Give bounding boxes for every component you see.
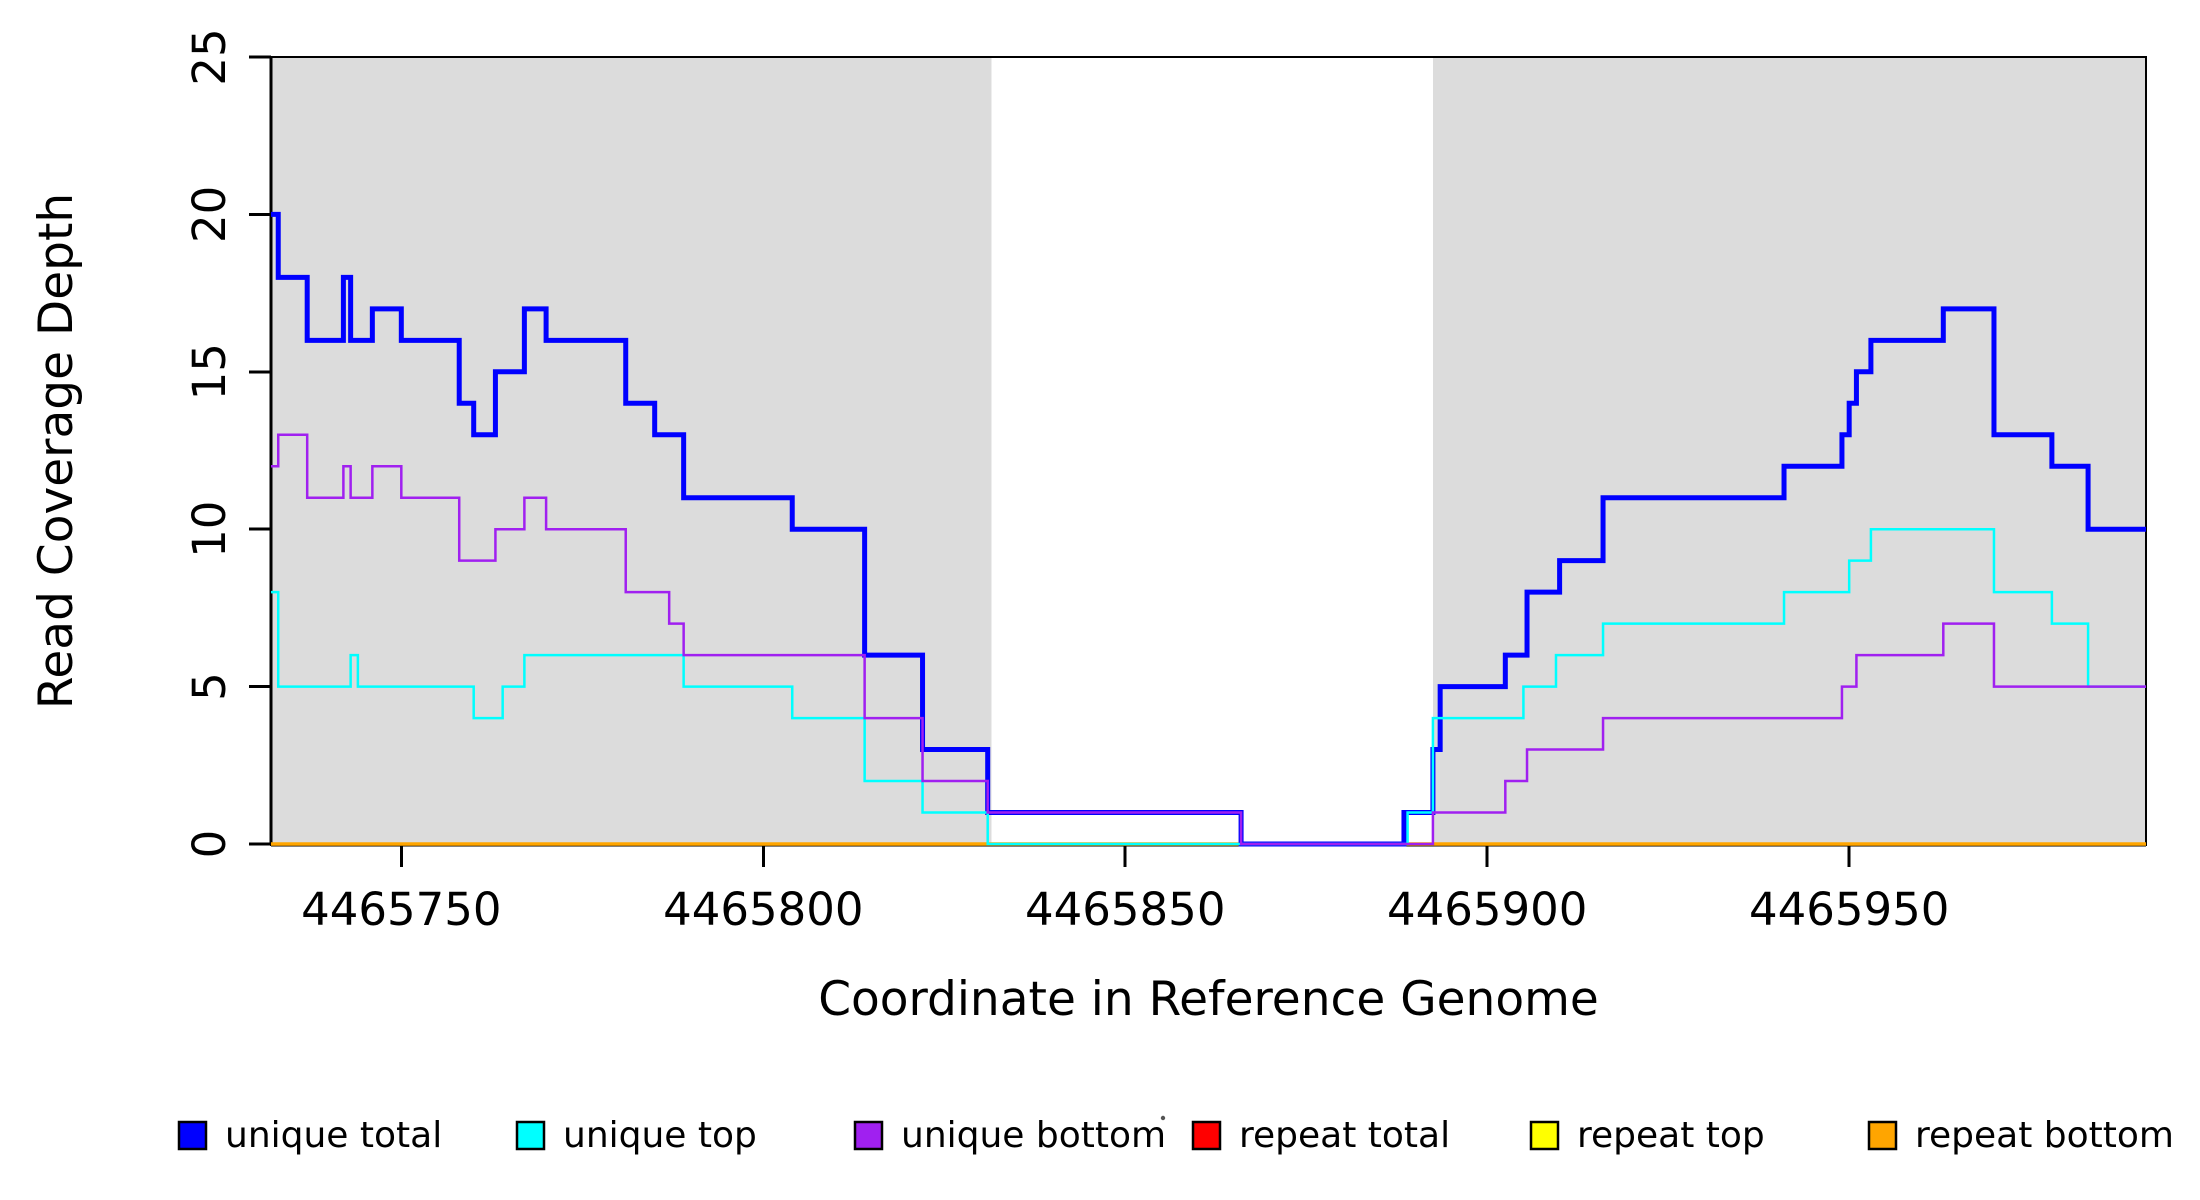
y-axis-title: Read Coverage Depth bbox=[29, 193, 84, 709]
legend-swatch-repeat-total bbox=[1191, 1120, 1222, 1151]
y-tick-label: 10 bbox=[183, 501, 236, 558]
legend-label-repeat-bottom: repeat bottom bbox=[1915, 1115, 2174, 1156]
legend-item-repeat-total: repeat total bbox=[1191, 1115, 1450, 1156]
legend-swatch-unique-total bbox=[177, 1120, 208, 1151]
legend-item-repeat-bottom: repeat bottom bbox=[1867, 1115, 2174, 1156]
x-tick-label: 4465900 bbox=[1387, 883, 1587, 936]
legend-label-unique-bottom: unique bottom bbox=[901, 1115, 1166, 1156]
legend-swatch-repeat-top bbox=[1529, 1120, 1560, 1151]
axes: 4465750 4465800 4465850 4465900 4465950 0 5 10 1… bbox=[29, 28, 2147, 1027]
x-tick-label: 4465850 bbox=[1025, 883, 1225, 936]
legend-swatch-unique-top bbox=[515, 1120, 546, 1151]
x-tick-label: 4465800 bbox=[663, 883, 863, 936]
series-unique-bottom bbox=[271, 433, 2146, 846]
y-tick-label: 5 bbox=[183, 672, 236, 701]
legend-label-unique-top: unique top bbox=[563, 1115, 757, 1156]
legend: unique total unique top unique bottom repea… bbox=[177, 1115, 2174, 1156]
legend-label-repeat-top: repeat top bbox=[1577, 1115, 1765, 1156]
y-tick-label: 15 bbox=[183, 343, 236, 400]
series-lines bbox=[271, 211, 2146, 847]
legend-swatch-repeat-bottom bbox=[1867, 1120, 1898, 1151]
y-tick-label: 0 bbox=[183, 830, 236, 859]
shaded-regions bbox=[271, 57, 2146, 845]
x-tick-label: 4465750 bbox=[301, 883, 501, 936]
x-axis-title: Coordinate in Reference Genome bbox=[818, 972, 1599, 1027]
shaded-region-2 bbox=[1432, 57, 2146, 845]
legend-item-unique-total: unique total bbox=[177, 1115, 442, 1156]
legend-item-unique-top: unique top bbox=[515, 1115, 757, 1156]
stray-mark bbox=[1160, 1115, 1166, 1121]
y-tick-label: 25 bbox=[183, 28, 236, 85]
legend-item-repeat-top: repeat top bbox=[1529, 1115, 1765, 1156]
y-tick-label: 20 bbox=[183, 186, 236, 243]
legend-item-unique-bottom: unique bottom bbox=[853, 1115, 1166, 1156]
legend-label-repeat-total: repeat total bbox=[1239, 1115, 1450, 1156]
legend-label-unique-total: unique total bbox=[225, 1115, 442, 1156]
x-tick-label: 4465950 bbox=[1749, 883, 1949, 936]
series-unique-top bbox=[271, 527, 2146, 846]
legend-swatch-unique-bottom bbox=[853, 1120, 884, 1151]
shaded-region-1 bbox=[271, 57, 992, 845]
